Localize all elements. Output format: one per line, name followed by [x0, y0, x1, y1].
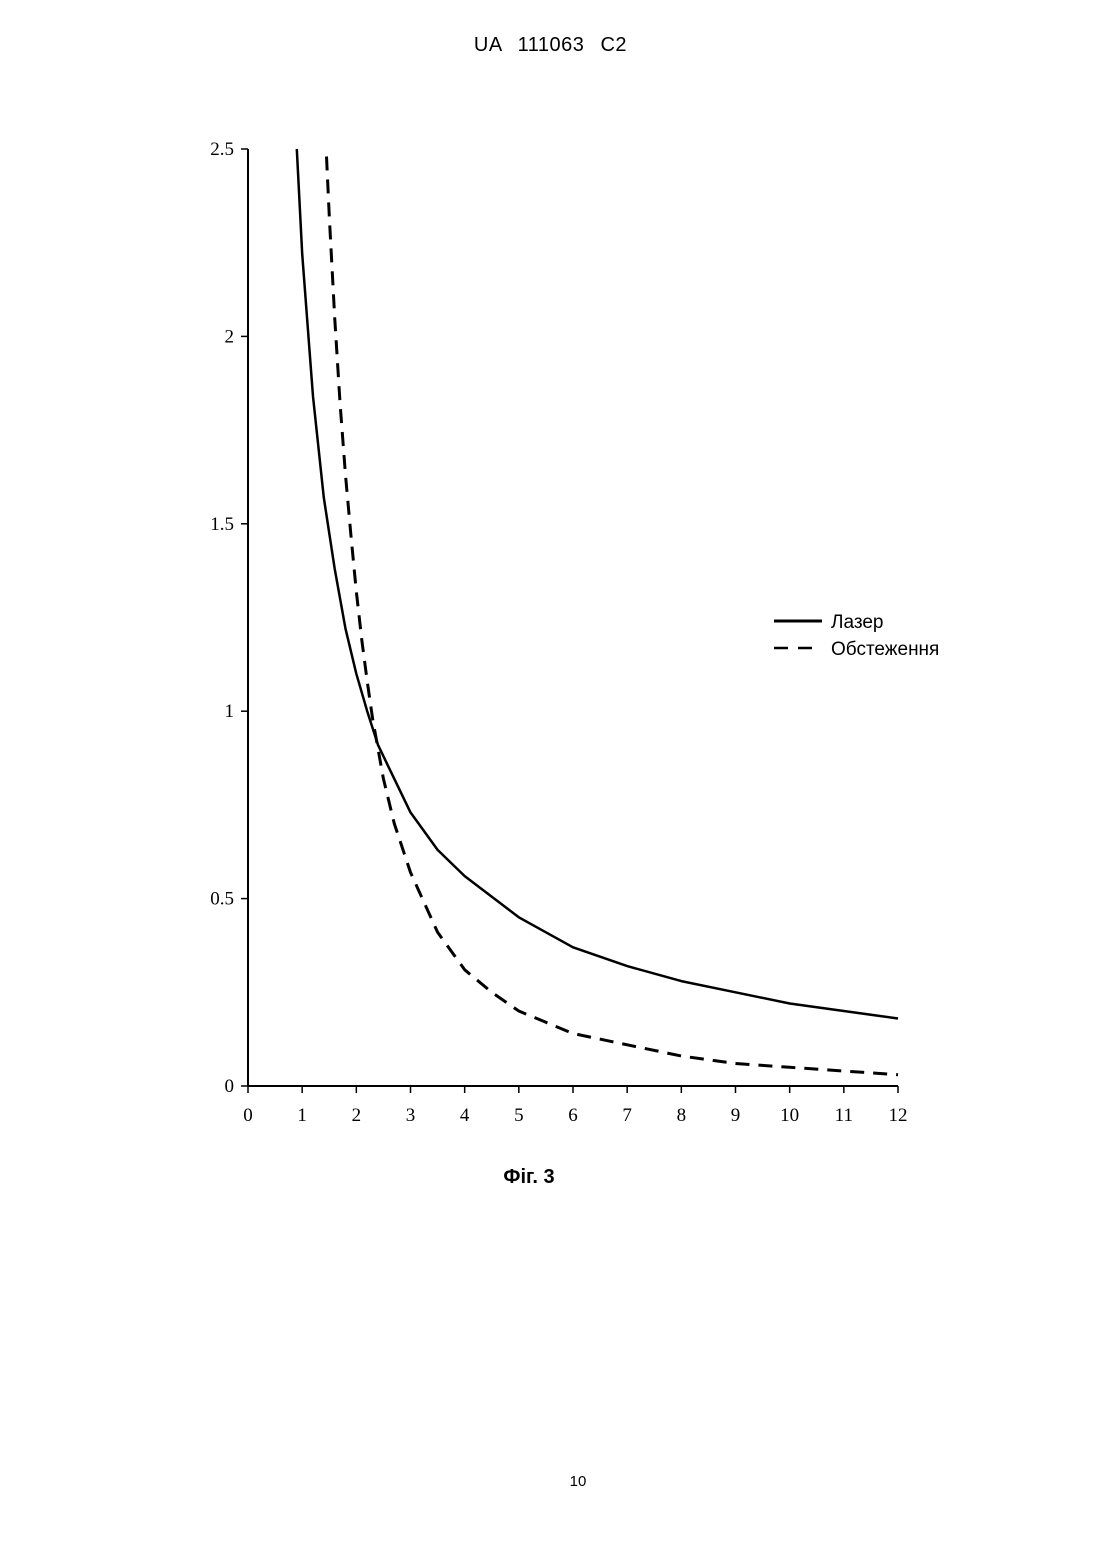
series-line-examination	[327, 157, 899, 1075]
legend: Лазер Обстеження	[774, 612, 939, 660]
x-tick-label: 2	[352, 1105, 362, 1126]
series-line-laser	[297, 149, 898, 1019]
y-tick-label: 0	[225, 1076, 235, 1097]
y-tick-label: 1.5	[210, 514, 234, 535]
x-tick-label: 3	[406, 1105, 416, 1126]
x-tick-label: 11	[835, 1105, 853, 1126]
x-tick-label: 10	[780, 1105, 799, 1126]
y-tick-label: 0.5	[210, 889, 234, 910]
tick-labels: 00.511.522.50123456789101112	[210, 139, 907, 1126]
x-tick-label: 7	[622, 1105, 632, 1126]
y-tick-label: 2.5	[210, 139, 234, 160]
x-tick-label: 1	[297, 1105, 307, 1126]
x-tick-label: 6	[568, 1105, 578, 1126]
x-tick-label: 0	[243, 1105, 253, 1126]
x-tick-label: 4	[460, 1105, 470, 1126]
y-tick-label: 2	[225, 326, 235, 347]
figure-caption: Фіг. 3	[0, 1166, 1058, 1189]
x-tick-label: 9	[731, 1105, 741, 1126]
legend-label: Лазер	[831, 612, 883, 633]
legend-label: Обстеження	[831, 639, 939, 660]
x-tick-label: 8	[677, 1105, 687, 1126]
x-tick-label: 12	[889, 1105, 908, 1126]
page-number: 10	[0, 1473, 1101, 1490]
x-tick-label: 5	[514, 1105, 524, 1126]
series-lines	[297, 149, 898, 1075]
y-tick-label: 1	[225, 701, 235, 722]
